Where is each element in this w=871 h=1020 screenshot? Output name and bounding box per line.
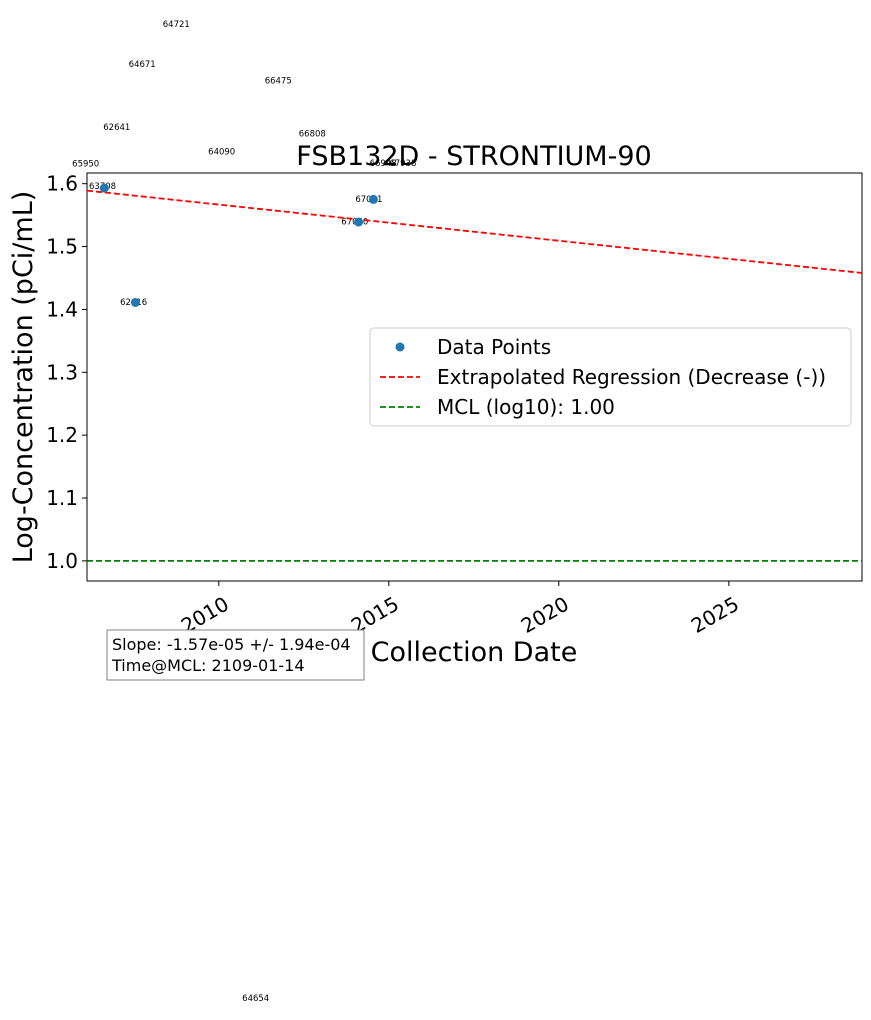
y-tick-label: 1.0 (46, 549, 78, 573)
point-label: 64654 (242, 994, 269, 1004)
y-tick-label: 1.4 (46, 297, 78, 321)
point-label: 62641 (103, 123, 130, 133)
legend-box (369, 327, 852, 427)
point-label: 66475 (265, 77, 292, 87)
point-label: 66948 (370, 159, 397, 169)
x-tick-label: 2020 (517, 592, 573, 638)
data-point (354, 217, 364, 227)
y-tick-label: 1.3 (46, 360, 78, 384)
point-label: 66808 (299, 129, 326, 139)
y-tick-label: 1.6 (46, 172, 78, 196)
y-tick-label: 1.2 (46, 423, 78, 447)
point-label: 65950 (72, 160, 99, 170)
x-axis-label: Collection Date (371, 637, 578, 668)
point-label: 64721 (163, 20, 190, 30)
legend: Data Points Extrapolated Regression (Decr… (369, 327, 852, 427)
legend-marker-data-points (395, 342, 405, 352)
point-label: 67938 (389, 159, 416, 169)
data-point (99, 183, 109, 193)
x-tick-label: 2025 (687, 592, 743, 638)
point-label: 64090 (208, 148, 235, 158)
annotation-line: Time@MCL: 2109-01-14 (111, 656, 305, 675)
annotation-box (106, 629, 365, 681)
plot-area (86, 183, 863, 562)
legend-entry: Extrapolated Regression (Decrease (-)) (437, 365, 826, 389)
point-label: 67081 (355, 195, 382, 205)
stats-annotation: Slope: -1.57e-05 +/- 1.94e-04 Time@MCL: 2… (106, 629, 365, 681)
legend-entry: Data Points (437, 335, 551, 359)
plot-frame (86, 172, 863, 582)
chart-title: FSB132D - STRONTIUM-90 (296, 141, 651, 172)
regression-line (86, 189, 863, 274)
data-point (130, 298, 140, 308)
legend-entry: MCL (log10): 1.00 (437, 395, 615, 419)
point-label: 64671 (129, 60, 156, 70)
y-tick-label: 1.5 (46, 235, 78, 259)
annotation-line: Slope: -1.57e-05 +/- 1.94e-04 (112, 635, 351, 654)
y-tick-label: 1.1 (46, 486, 78, 510)
y-axis-label: Log-Concentration (pCi/mL) (8, 191, 39, 564)
data-point (368, 194, 378, 204)
